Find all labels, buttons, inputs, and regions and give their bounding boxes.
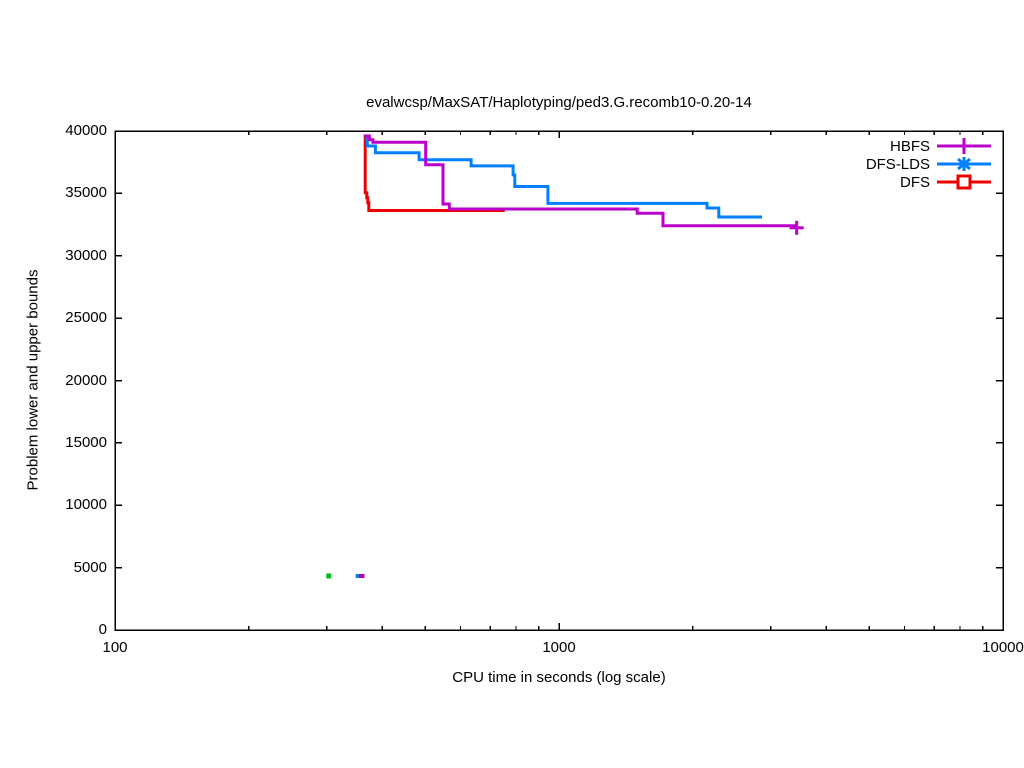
lower-bound-point-hbfs-lb	[360, 573, 365, 578]
legend-row-hbfs: HBFS	[866, 137, 991, 155]
y-tick-label: 35000	[65, 184, 107, 202]
y-tick-label: 20000	[65, 371, 107, 389]
series-line-dfs	[363, 136, 505, 212]
legend-row-dfs: DFS	[866, 173, 991, 191]
dfs-line-square-icon	[937, 174, 991, 190]
y-tick-label: 15000	[65, 433, 107, 451]
series-line-hbfs	[364, 134, 797, 228]
x-tick-label: 1000	[542, 639, 576, 656]
chart-title: evalwcsp/MaxSAT/Haplotyping/ped3.G.recom…	[366, 94, 752, 111]
y-tick-label: 40000	[65, 122, 107, 139]
series-line-dfs-lds	[363, 134, 762, 219]
legend-label-dfs-lds: DFS-LDS	[865, 155, 930, 173]
y-tick-label: 0	[98, 621, 107, 638]
legend-label-hbfs: HBFS	[889, 137, 930, 155]
legend-row-dfs-lds: DFS-LDS	[866, 155, 991, 173]
y-tick-label: 30000	[65, 246, 107, 264]
x-axis-title: CPU time in seconds (log scale)	[452, 669, 666, 686]
lower-bound-point-green-point	[326, 573, 332, 579]
hbfs-line-plus-icon	[937, 138, 991, 154]
dfs-lds-line-asterisk-icon	[937, 157, 991, 171]
y-tick-label: 5000	[73, 558, 107, 576]
lower-bound-point-dfs-lds-lb	[355, 573, 360, 578]
x-tick-label: 10000	[982, 639, 1024, 656]
y-tick-label: 25000	[65, 309, 107, 327]
legend-label-dfs: DFS	[900, 173, 930, 191]
legend: HBFS DFS-LDS DFS	[866, 137, 991, 191]
x-tick-label: 100	[102, 639, 128, 656]
y-tick-label: 10000	[65, 496, 107, 514]
